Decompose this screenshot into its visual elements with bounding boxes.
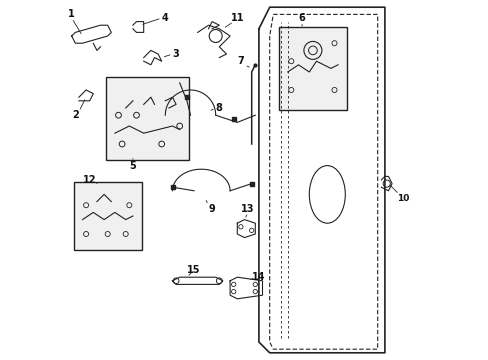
Text: 12: 12: [83, 175, 96, 185]
Text: 10: 10: [396, 194, 408, 202]
FancyBboxPatch shape: [106, 77, 188, 160]
Text: 8: 8: [215, 103, 222, 113]
FancyBboxPatch shape: [73, 182, 142, 250]
Text: 13: 13: [241, 204, 254, 214]
Text: 9: 9: [208, 204, 215, 214]
Text: 3: 3: [172, 49, 179, 59]
Text: 15: 15: [187, 265, 201, 275]
Text: 5: 5: [129, 161, 136, 171]
Text: 1: 1: [68, 9, 75, 19]
Text: 2: 2: [72, 110, 79, 120]
Text: 14: 14: [252, 272, 265, 282]
Text: 7: 7: [237, 56, 244, 66]
FancyBboxPatch shape: [278, 27, 346, 110]
Text: 4: 4: [162, 13, 168, 23]
Text: 11: 11: [230, 13, 244, 23]
Text: 6: 6: [298, 13, 305, 23]
